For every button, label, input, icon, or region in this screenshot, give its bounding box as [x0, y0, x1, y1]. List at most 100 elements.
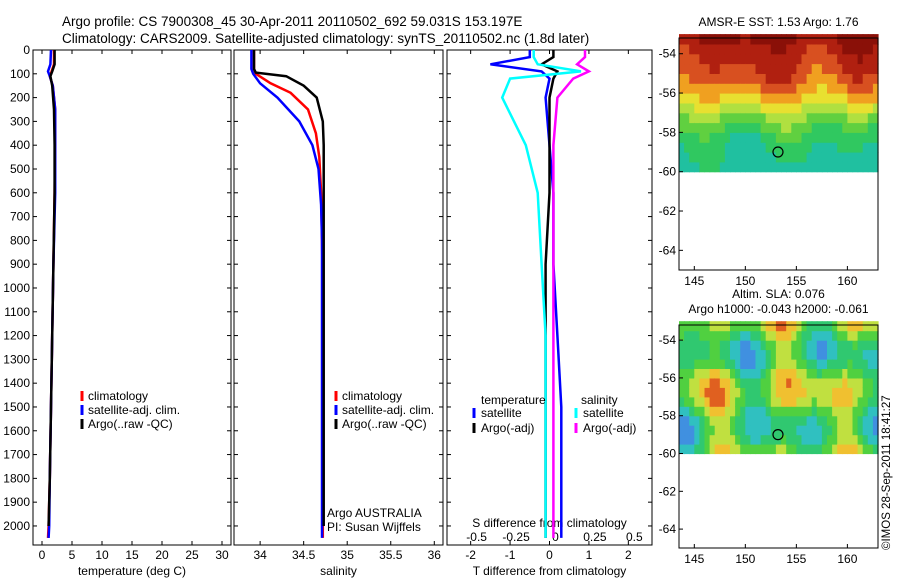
map-cell — [872, 43, 879, 55]
legend-label: climatology — [88, 389, 148, 403]
map-cell — [862, 359, 869, 369]
map-cell — [796, 83, 803, 94]
map-cell — [750, 377, 757, 388]
map-cell — [724, 83, 731, 94]
x-tick-label: 1 — [586, 548, 593, 562]
map-cell — [679, 73, 685, 84]
map-cell — [791, 387, 797, 398]
map-cell — [872, 377, 879, 388]
map-cell — [719, 349, 726, 360]
map-cell — [796, 34, 803, 45]
map-cell — [811, 93, 818, 104]
map-cell — [786, 396, 792, 407]
map-cell — [791, 161, 797, 173]
difference-panel: -2 -1 0 1 2 T difference from climatology -0.5… — [446, 49, 653, 578]
map-cell — [821, 396, 828, 407]
y-tick-label: 400 — [10, 138, 30, 152]
map-cell — [837, 73, 843, 84]
map-cell — [872, 102, 879, 114]
map-cell — [679, 53, 685, 65]
map-cell — [765, 349, 772, 360]
map-cell — [689, 444, 695, 455]
map-cell — [694, 396, 700, 407]
map-cell — [832, 415, 838, 426]
y-tick-label: -54 — [659, 333, 677, 347]
map-cell — [704, 359, 711, 369]
map-cell — [786, 161, 792, 173]
map-cell — [704, 34, 711, 45]
map-cell — [781, 406, 787, 417]
map-cell — [786, 425, 792, 436]
map-cell — [679, 387, 685, 398]
map-cell — [709, 112, 716, 124]
map-cell — [714, 330, 721, 341]
map-cell — [755, 161, 762, 173]
map-cell — [755, 321, 762, 332]
map-cell — [796, 444, 803, 455]
map-cell — [791, 330, 797, 341]
map-cell — [791, 142, 797, 153]
map-cell — [796, 406, 803, 417]
map-cell — [832, 349, 838, 360]
map-cell — [811, 387, 818, 398]
map-cell — [781, 396, 787, 407]
map-cell — [704, 122, 711, 133]
map-cell — [699, 73, 706, 84]
y-tick-label: 1000 — [3, 281, 30, 295]
map-cell — [867, 434, 874, 445]
map-cell — [827, 321, 833, 332]
map-cell — [679, 359, 685, 369]
y-tick-label: 1300 — [3, 352, 30, 366]
map-cell — [867, 83, 874, 94]
map-cell — [837, 434, 843, 445]
map-cell — [719, 340, 726, 351]
map-cell — [679, 122, 685, 133]
map-cell — [857, 152, 864, 163]
map-cell — [775, 53, 782, 65]
map-cell — [765, 425, 772, 436]
x-tick-label: 36 — [428, 548, 442, 562]
map-cell — [791, 63, 797, 74]
map-cell — [679, 415, 685, 426]
map-cell — [689, 152, 695, 163]
map-cell — [730, 34, 736, 45]
map-cell — [867, 93, 874, 104]
map-cell — [811, 340, 818, 351]
map-cell — [806, 83, 813, 94]
map-cell — [862, 34, 869, 45]
map-cell — [699, 330, 706, 341]
map-cell — [811, 122, 818, 133]
map-cell — [832, 43, 838, 55]
x-tick-label-s: 0.5 — [626, 530, 643, 544]
map-cell — [755, 349, 762, 360]
map-cell — [719, 377, 726, 388]
map-cell — [750, 53, 757, 65]
map-cell — [679, 152, 685, 163]
map-cell — [872, 368, 879, 379]
map-cell — [694, 377, 700, 388]
map-cell — [755, 122, 762, 133]
map-cell — [735, 406, 741, 417]
map-cell — [862, 349, 869, 360]
map-cell — [852, 349, 859, 360]
map-cell — [811, 396, 818, 407]
map-cell — [796, 415, 803, 426]
map-cell — [857, 142, 864, 153]
map-cell — [679, 161, 685, 173]
map-cell — [730, 122, 736, 133]
x-tick-label: 145 — [684, 552, 704, 566]
map-cell — [872, 93, 879, 104]
map-cell — [791, 377, 797, 388]
map-cell — [740, 34, 746, 45]
map-cell — [872, 142, 879, 153]
map-cell — [796, 152, 803, 163]
map-cell — [704, 406, 711, 417]
map-cell — [801, 132, 808, 143]
map-cell — [862, 142, 869, 153]
map-cell — [740, 396, 746, 407]
map-cell — [821, 132, 828, 143]
map-cell — [775, 321, 782, 332]
map-cell — [872, 112, 879, 124]
map-cell — [867, 43, 874, 55]
map-cell — [760, 34, 767, 45]
